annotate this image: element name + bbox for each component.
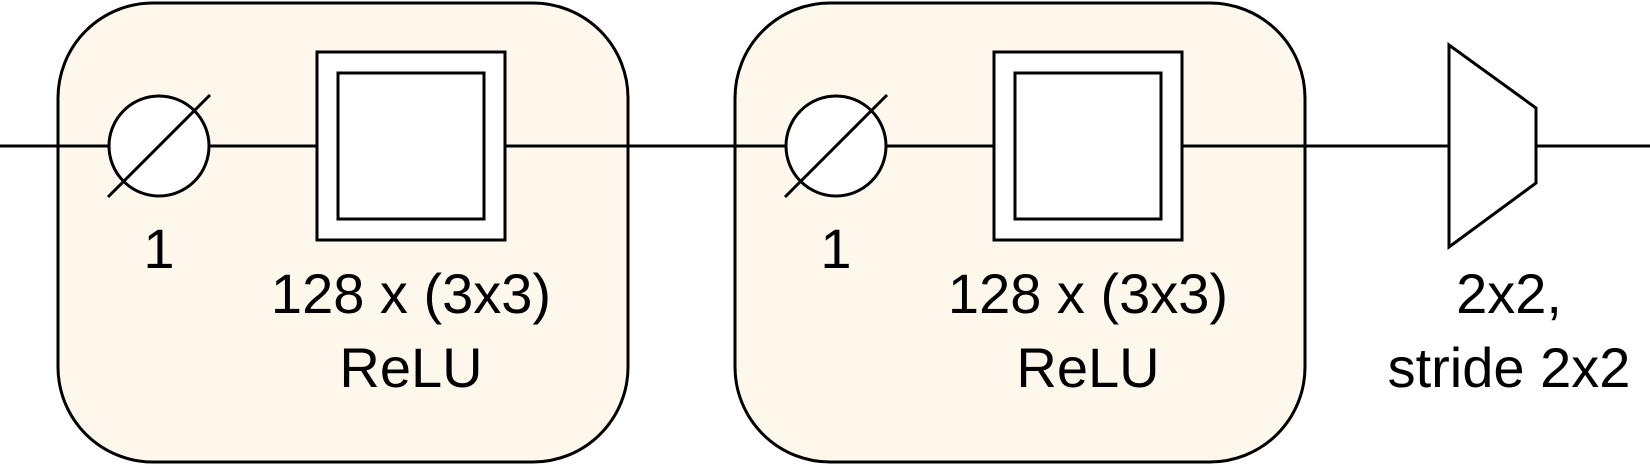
dropout-slash-icon (783, 93, 889, 199)
dropout-label-1: 1 (143, 217, 174, 280)
dropout-label-2: 1 (820, 217, 851, 280)
conv-layer-1 (315, 50, 507, 242)
pool-label-line2: stride 2x2 (1388, 336, 1631, 399)
dropout-slash-icon (106, 93, 212, 199)
dropout-node-1 (106, 93, 212, 199)
conv-label-1-line2: ReLU (339, 336, 482, 399)
conv-label-1-line1: 128 x (3x3) (271, 262, 551, 325)
pool-label-line1: 2x2, (1456, 262, 1562, 325)
conv-layer-2 (992, 50, 1184, 242)
pooling-trapezoid-icon (1447, 42, 1538, 250)
conv-label-2-line2: ReLU (1016, 336, 1159, 399)
conv-inner-square (1013, 71, 1163, 221)
conv-label-2-line1: 128 x (3x3) (948, 262, 1228, 325)
dropout-node-2 (783, 93, 889, 199)
conv-inner-square (336, 71, 486, 221)
